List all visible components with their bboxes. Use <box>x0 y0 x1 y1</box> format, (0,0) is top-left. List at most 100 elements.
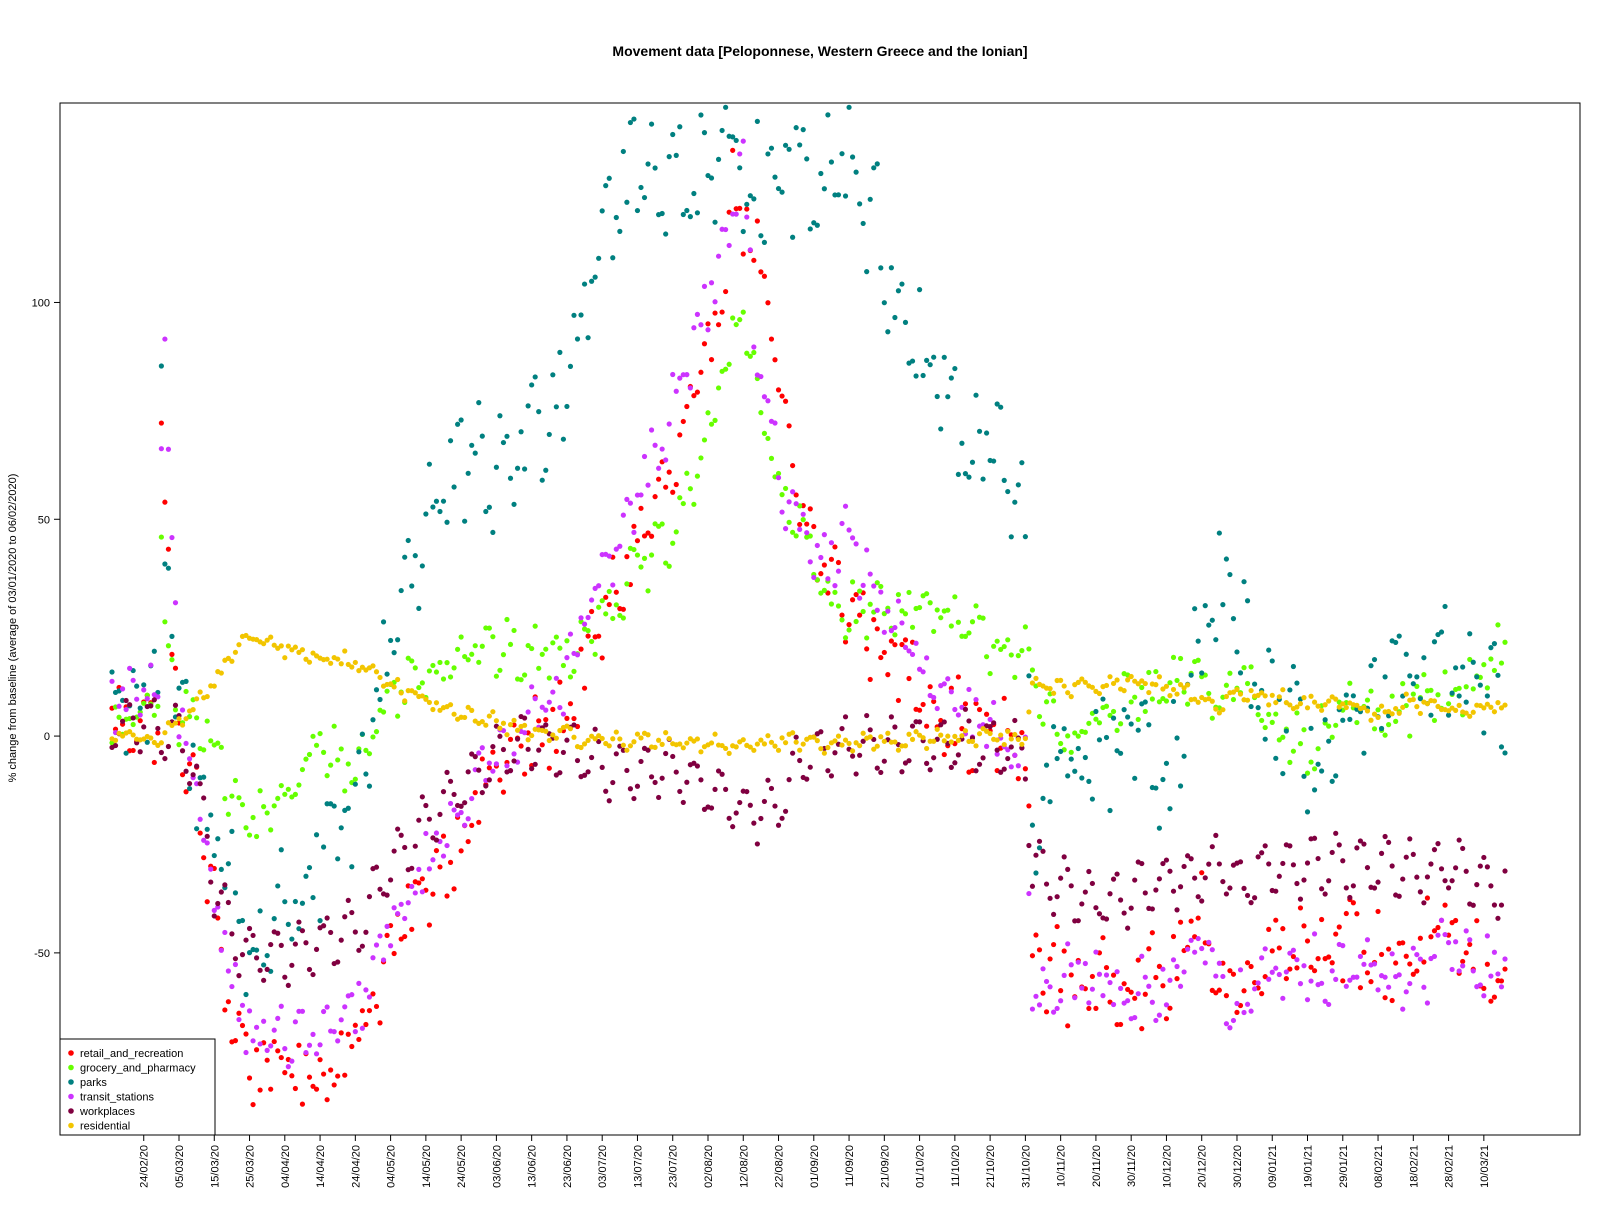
workplaces-point <box>712 786 718 792</box>
transit_stations-point <box>261 1018 267 1024</box>
workplaces-point <box>1329 849 1335 856</box>
retail_and_recreation-point <box>250 1101 256 1108</box>
retail_and_recreation-point <box>1149 930 1155 936</box>
grocery_and_pharmacy-point <box>1301 727 1307 733</box>
parks-point <box>567 363 574 369</box>
workplaces-point <box>1213 832 1219 838</box>
parks-point <box>1495 672 1501 678</box>
transit_stations-point <box>1170 957 1177 963</box>
parks-point <box>571 312 577 318</box>
residential-point <box>606 743 612 749</box>
residential-point <box>236 642 242 648</box>
grocery_and_pharmacy-point <box>645 588 651 594</box>
residential-point <box>522 722 528 728</box>
workplaces-point <box>525 746 531 752</box>
transit_stations-point <box>232 961 239 968</box>
retail_and_recreation-point <box>335 1073 341 1079</box>
transit_stations-point <box>137 712 143 718</box>
grocery_and_pharmacy-point <box>236 795 242 801</box>
grocery_and_pharmacy-point <box>158 534 164 540</box>
parks-point <box>398 587 404 594</box>
parks-point <box>215 836 221 842</box>
workplaces-point <box>1118 897 1124 903</box>
residential-point <box>969 738 976 744</box>
parks-point <box>574 336 581 342</box>
retail_and_recreation-point <box>797 521 803 528</box>
parks-point <box>1347 716 1353 723</box>
parks-point <box>1393 639 1399 646</box>
retail_and_recreation-point <box>1389 997 1395 1004</box>
transit_stations-point <box>546 699 552 705</box>
transit_stations-point <box>1100 993 1106 999</box>
parks-point <box>1498 744 1505 750</box>
residential-point <box>797 747 803 753</box>
retail_and_recreation-point <box>158 420 164 426</box>
workplaces-point <box>698 777 704 783</box>
workplaces-point <box>1470 902 1476 908</box>
workplaces-point <box>1403 854 1409 860</box>
parks-point <box>433 498 440 504</box>
parks-point <box>1491 641 1498 647</box>
workplaces-point <box>1089 880 1095 887</box>
parks-point <box>1252 681 1258 687</box>
transit_stations-point <box>613 546 619 552</box>
retail_and_recreation-point <box>871 617 877 623</box>
residential-point <box>1230 689 1237 695</box>
workplaces-point <box>197 781 203 787</box>
parks-point <box>560 436 567 442</box>
parks-point <box>1234 649 1240 655</box>
parks-point <box>165 565 172 571</box>
transit_stations-point <box>1149 999 1155 1005</box>
transit_stations-point <box>1065 941 1071 947</box>
residential-point <box>356 668 362 674</box>
transit_stations-point <box>1209 947 1215 953</box>
grocery_and_pharmacy-point <box>409 658 415 664</box>
parks-point <box>1022 534 1028 540</box>
residential-point <box>497 725 503 731</box>
workplaces-point <box>839 725 845 732</box>
grocery_and_pharmacy-point <box>1333 722 1339 728</box>
transit_stations-point <box>398 901 404 907</box>
transit_stations-point <box>229 983 235 990</box>
workplaces-point <box>1163 857 1170 863</box>
retail_and_recreation-point <box>585 633 591 639</box>
residential-point <box>162 730 168 736</box>
workplaces-point <box>663 750 669 757</box>
parks-point <box>373 687 380 693</box>
residential-point <box>1266 702 1272 708</box>
parks-point <box>1227 571 1233 578</box>
workplaces-point <box>592 726 598 732</box>
transit_stations-point <box>1421 984 1427 990</box>
residential-point <box>1280 687 1286 693</box>
retail_and_recreation-point <box>497 777 503 783</box>
parks-point <box>208 812 214 818</box>
grocery_and_pharmacy-point <box>208 738 214 744</box>
parks-point <box>895 288 902 294</box>
retail_and_recreation-point <box>1410 971 1416 977</box>
transit_stations-point <box>733 211 739 217</box>
transit_stations-point <box>1015 763 1021 769</box>
retail_and_recreation-point <box>846 622 852 628</box>
parks-point <box>627 119 634 126</box>
transit_stations-point <box>130 677 136 683</box>
residential-point <box>1082 679 1088 685</box>
grocery_and_pharmacy-point <box>1484 685 1490 691</box>
retail_and_recreation-point <box>1093 1005 1099 1011</box>
grocery_and_pharmacy-point <box>761 430 768 436</box>
transit_stations-point <box>1132 1014 1138 1021</box>
retail_and_recreation-point <box>1125 986 1131 993</box>
transit_stations-point <box>804 530 810 536</box>
workplaces-point <box>416 817 422 823</box>
residential-point <box>303 656 309 662</box>
retail_and_recreation-point <box>677 432 683 438</box>
residential-point <box>402 698 408 704</box>
transit_stations-point <box>176 734 182 740</box>
parks-point <box>239 917 246 924</box>
transit_stations-point <box>945 676 951 682</box>
parks-point <box>1072 768 1078 774</box>
transit_stations-point <box>1047 984 1053 990</box>
parks-point <box>1209 617 1215 623</box>
workplaces-point <box>574 757 581 764</box>
retail_and_recreation-point <box>324 1097 330 1103</box>
residential-point <box>462 714 468 721</box>
